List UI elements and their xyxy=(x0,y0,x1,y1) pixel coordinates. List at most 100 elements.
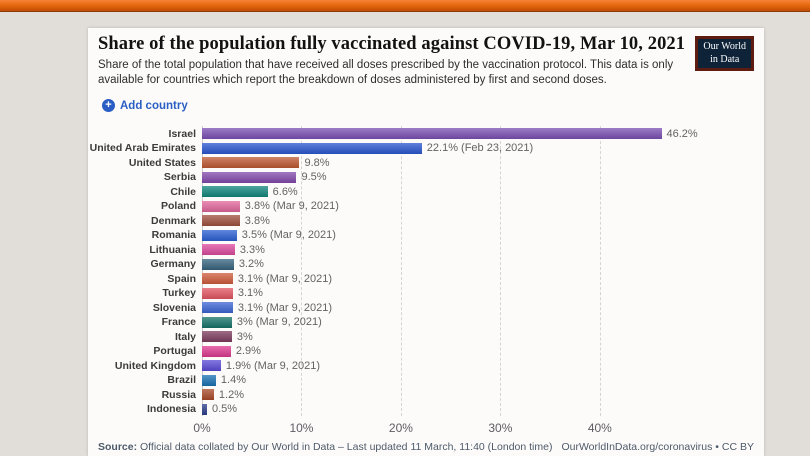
bar-value-label: 3.1% xyxy=(237,287,263,300)
bar-row: Germany 3.2% xyxy=(98,257,754,272)
bar[interactable] xyxy=(202,302,233,314)
country-label[interactable]: United States xyxy=(128,156,196,169)
bar[interactable] xyxy=(202,128,662,140)
owid-logo-line2: in Data xyxy=(710,53,740,65)
bar[interactable] xyxy=(202,331,232,343)
bar[interactable] xyxy=(202,186,268,198)
bar-row: United States 9.8% xyxy=(98,155,754,170)
bar-track: 46.2% xyxy=(202,128,754,140)
gridline xyxy=(301,126,303,417)
license-link[interactable]: OurWorldInData.org/coronavirus • CC BY xyxy=(561,441,754,453)
country-label[interactable]: Romania xyxy=(151,229,196,242)
country-label[interactable]: Russia xyxy=(161,388,196,401)
bar-track: 3.2% xyxy=(202,258,754,270)
bar-value-label: 1.2% xyxy=(218,388,244,401)
country-label[interactable]: Italy xyxy=(174,330,196,343)
country-label[interactable]: Germany xyxy=(150,258,196,271)
bar-value-label: 1.4% xyxy=(220,374,246,387)
source-text: Official data collated by Our World in D… xyxy=(137,441,553,453)
bar[interactable] xyxy=(202,215,240,227)
country-label[interactable]: United Kingdom xyxy=(114,359,196,372)
x-tick-label: 0% xyxy=(193,421,211,436)
country-label[interactable]: Slovenia xyxy=(152,301,196,314)
owid-logo[interactable]: Our World in Data xyxy=(695,36,754,71)
bar[interactable] xyxy=(202,345,231,357)
country-label[interactable]: Brazil xyxy=(167,374,196,387)
bar-row: United Kingdom 1.9% (Mar 9, 2021) xyxy=(98,358,754,373)
bar[interactable] xyxy=(202,360,221,372)
bar[interactable] xyxy=(202,142,422,154)
bar[interactable] xyxy=(202,403,207,415)
bar[interactable] xyxy=(202,273,233,285)
bar-value-label: 9.5% xyxy=(301,171,327,184)
country-label[interactable]: Poland xyxy=(160,200,196,213)
bar-row: Slovenia 3.1% (Mar 9, 2021) xyxy=(98,300,754,315)
country-label[interactable]: Lithuania xyxy=(149,243,196,256)
bar-row: Indonesia 0.5% xyxy=(98,402,754,417)
gridline xyxy=(599,126,601,417)
bar[interactable] xyxy=(202,229,237,241)
bar-row: Brazil 1.4% xyxy=(98,373,754,388)
country-label[interactable]: Spain xyxy=(167,272,196,285)
bar-row: Serbia 9.5% xyxy=(98,170,754,185)
bar[interactable] xyxy=(202,287,233,299)
bar[interactable] xyxy=(202,389,214,401)
bar-track: 3.8% (Mar 9, 2021) xyxy=(202,200,754,213)
bar-value-label: 1.9% (Mar 9, 2021) xyxy=(225,359,321,372)
bar-row: Russia 1.2% xyxy=(98,387,754,402)
country-label[interactable]: Turkey xyxy=(162,287,196,300)
owid-logo-line1: Our World xyxy=(703,41,746,52)
source-prefix: Source: xyxy=(98,441,138,453)
bar-value-label: 6.6% xyxy=(272,185,298,198)
bar-value-label: 22.1% (Feb 23, 2021) xyxy=(426,142,534,155)
bar-value-label: 0.5% xyxy=(211,403,238,416)
bar-row: Denmark 3.8% xyxy=(98,213,754,228)
bar-track: 3.1% (Mar 9, 2021) xyxy=(202,301,754,314)
bar-value-label: 2.9% xyxy=(235,345,261,358)
add-country-button[interactable]: + Add country xyxy=(102,99,188,113)
country-label[interactable]: Indonesia xyxy=(146,403,196,416)
chart-footer: Source: Official data collated by Our Wo… xyxy=(98,441,754,453)
country-label[interactable]: Portugal xyxy=(153,345,196,358)
bar-track: 3.1% (Mar 9, 2021) xyxy=(202,273,754,285)
bar[interactable] xyxy=(202,374,216,386)
gridline xyxy=(202,126,203,417)
browser-top-bar xyxy=(0,0,810,12)
bar-row: Spain 3.1% (Mar 9, 2021) xyxy=(98,271,754,286)
x-tick-label: 20% xyxy=(388,421,413,436)
gridlines xyxy=(98,126,754,417)
country-label[interactable]: United Arab Emirates xyxy=(89,142,196,155)
bar-track: 1.9% (Mar 9, 2021) xyxy=(202,359,754,372)
bar-track: 0.5% xyxy=(202,403,754,416)
country-label[interactable]: Serbia xyxy=(163,171,196,184)
bar-track: 2.9% xyxy=(202,345,754,358)
country-label[interactable]: Chile xyxy=(170,185,196,198)
bar[interactable] xyxy=(202,258,234,270)
bar[interactable] xyxy=(202,157,300,169)
bar-row: Turkey 3.1% xyxy=(98,286,754,301)
title-block: Share of the population fully vaccinated… xyxy=(98,34,689,88)
bar-track: 3.5% (Mar 9, 2021) xyxy=(202,229,754,241)
bar-track: 3.8% xyxy=(202,215,754,227)
gridline xyxy=(500,126,502,417)
x-tick-label: 10% xyxy=(289,421,314,436)
bar-value-label: 3.3% xyxy=(239,243,265,256)
bar[interactable] xyxy=(202,316,232,328)
bar-value-label: 3% xyxy=(236,330,253,343)
bar[interactable] xyxy=(202,171,297,183)
bar[interactable] xyxy=(202,200,240,212)
bar-chart: Israel 46.2% United Arab Emirates 22.1% (Fe… xyxy=(89,126,754,437)
bar-track: 1.2% xyxy=(202,388,754,401)
country-label[interactable]: France xyxy=(161,316,196,329)
bar-track: 3% (Mar 9, 2021) xyxy=(202,316,754,328)
bar-row: Italy 3% xyxy=(98,329,754,344)
country-label[interactable]: Israel xyxy=(168,127,196,140)
bar-track: 6.6% xyxy=(202,185,754,198)
bar[interactable] xyxy=(202,244,235,256)
bar-value-label: 3.1% (Mar 9, 2021) xyxy=(237,301,332,314)
country-label[interactable]: Denmark xyxy=(151,214,196,227)
bar-value-label: 3.8% (Mar 9, 2021) xyxy=(244,200,339,213)
bar-row: France 3% (Mar 9, 2021) xyxy=(98,315,754,330)
chart-subtitle: Share of the total population that have … xyxy=(98,59,674,87)
bar-row: Portugal 2.9% xyxy=(98,344,754,359)
